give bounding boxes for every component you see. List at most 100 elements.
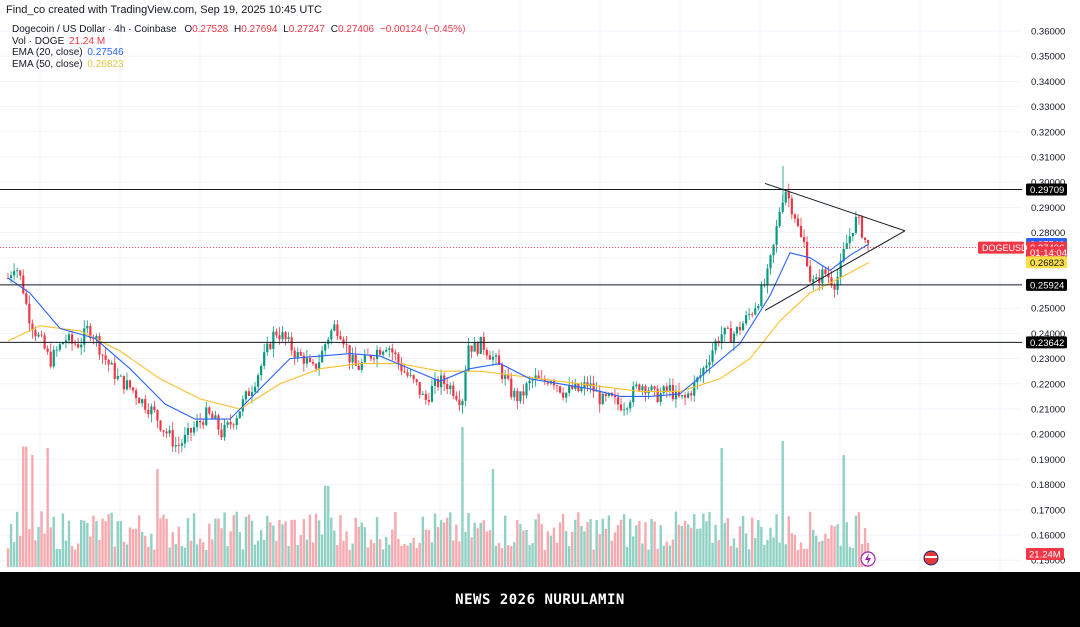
candle-body [662, 386, 665, 394]
candle-body [671, 384, 674, 400]
volume-bar [455, 524, 458, 567]
volume-bar [378, 539, 382, 567]
volume-bar [235, 511, 238, 567]
candle-body [806, 241, 809, 267]
ema50-label[interactable]: EMA (50, close) [12, 58, 83, 70]
candle-body [89, 325, 92, 339]
volume-bar [461, 427, 464, 567]
volume-bar [601, 518, 604, 567]
candle-body [504, 375, 507, 379]
volume-bar [851, 547, 855, 567]
candle-body [732, 333, 735, 343]
candle-body [311, 362, 315, 364]
volume-bar [31, 455, 34, 567]
volume-bar [424, 529, 428, 567]
candle-body [665, 386, 668, 391]
volume-bar [299, 535, 302, 567]
volume-bar [266, 515, 269, 567]
ema-50-path [7, 261, 870, 410]
volume-bar [729, 545, 733, 567]
candle-body [83, 328, 86, 345]
volume-bar [769, 527, 772, 567]
candle-body [171, 430, 174, 447]
volume-bar [616, 525, 620, 567]
volume-bar [330, 517, 333, 567]
volume-bar [101, 518, 104, 567]
volume-bar [595, 519, 598, 567]
candle-body [461, 400, 464, 406]
high-value: 0.27694 [241, 24, 278, 35]
volume-bar [680, 526, 684, 567]
price-badge [1026, 256, 1067, 269]
candle-body [52, 349, 55, 367]
price-tick-label: 0.35000 [1031, 52, 1065, 63]
candle-body [821, 269, 824, 283]
candle-body [260, 365, 263, 376]
candle-body [583, 382, 586, 388]
volume-bar [708, 511, 711, 567]
price-badge [1026, 183, 1067, 196]
candle-body [55, 349, 58, 351]
candle-body [830, 277, 833, 285]
candle-body [281, 332, 284, 340]
volume-bar [339, 515, 342, 567]
volume-bar [317, 520, 321, 567]
volume-bar [6, 548, 10, 567]
volume-bar [647, 549, 650, 567]
volume-bar [363, 527, 367, 567]
volume-bar [610, 540, 614, 567]
volume-bar [625, 546, 629, 567]
candle-body [372, 358, 376, 360]
candle-body [214, 415, 217, 419]
volume-bar [561, 513, 565, 567]
candle-body [748, 314, 751, 316]
volume-label[interactable]: Vol · DOGE [12, 35, 65, 47]
candle-body [28, 303, 31, 324]
symbol-title[interactable]: Dogecoin / US Dollar · 4h · Coinbase [12, 24, 177, 35]
volume-bar [699, 528, 702, 567]
volume-bar [385, 536, 388, 567]
candle-body [488, 355, 491, 360]
volume-bar [244, 516, 248, 567]
candle-body [638, 384, 641, 391]
volume-bar [534, 519, 537, 567]
volume-bar [28, 529, 31, 567]
candle-body [455, 395, 458, 400]
candle-body [690, 393, 693, 396]
volume-bar [165, 518, 168, 567]
candle-body [726, 327, 729, 329]
volume-bar [549, 535, 553, 567]
volume-bar [577, 512, 580, 567]
volume-bar [381, 549, 385, 567]
candle-body [138, 398, 141, 404]
volume-bar [375, 517, 379, 567]
volume-bar [275, 540, 278, 567]
candle-body [186, 428, 190, 435]
volume-bar [467, 513, 470, 567]
candle-body [705, 365, 708, 368]
volume-bar [629, 518, 632, 567]
volume-bar [311, 542, 315, 567]
candle-body [263, 352, 266, 366]
volume-bar [555, 542, 559, 567]
volume-bar [192, 513, 196, 567]
ema20-label[interactable]: EMA (20, close) [12, 47, 83, 58]
candle-body [43, 335, 46, 349]
candle-body [842, 248, 845, 261]
price-tick-label: 0.33000 [1031, 102, 1065, 113]
volume-bar [796, 549, 800, 567]
volume-bar [195, 544, 199, 567]
candle-body [501, 365, 504, 379]
candle-body [433, 378, 437, 386]
candle-body [299, 352, 302, 356]
candle-body [61, 342, 64, 345]
volume-bar [558, 522, 562, 567]
candle-body [415, 379, 418, 383]
candle-body [397, 354, 400, 363]
grid-lines [0, 0, 1022, 572]
candle-body [333, 324, 336, 331]
candle-body [95, 335, 98, 339]
candle-body [183, 434, 186, 444]
volume-bar [781, 441, 784, 567]
candle-body [629, 402, 632, 409]
